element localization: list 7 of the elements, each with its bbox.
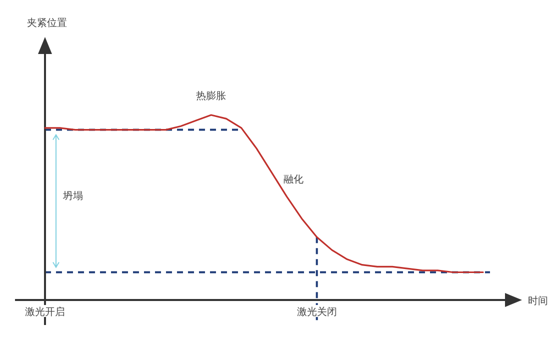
text: 热膨胀: [196, 90, 226, 102]
x-tick-label: 激光关闭: [296, 306, 337, 318]
annotation: 坍塌: [62, 190, 83, 202]
x-axis-title: 时间: [528, 295, 548, 307]
text: 夹紧位置: [27, 17, 67, 29]
x-tick-label: 激光开启: [25, 306, 65, 318]
annotation: 融化: [284, 173, 304, 186]
